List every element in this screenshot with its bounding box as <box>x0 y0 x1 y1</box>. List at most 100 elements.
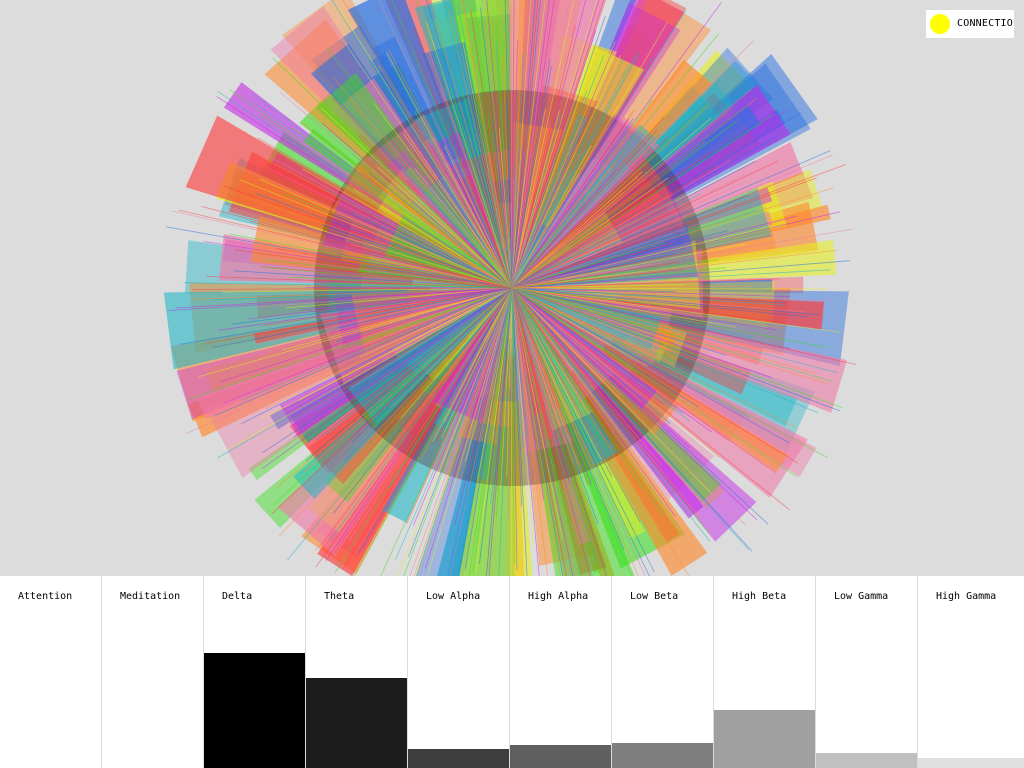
burst-spoke <box>511 29 597 289</box>
burst-spoke <box>511 287 542 503</box>
burst-spoke <box>511 287 720 458</box>
burst-spoke <box>511 287 843 408</box>
burst-spoke <box>511 176 639 289</box>
burst-spoke <box>511 145 592 289</box>
burst-spoke <box>511 56 625 289</box>
burst-spoke <box>364 287 513 451</box>
burst-spoke <box>360 287 513 476</box>
burst-wedge <box>316 72 429 192</box>
burst-spoke <box>259 266 513 289</box>
burst-spoke <box>357 287 513 555</box>
burst-spoke <box>511 287 842 333</box>
burst-spoke <box>351 287 513 443</box>
burst-spoke <box>511 160 778 289</box>
burst-spoke <box>247 287 513 320</box>
burst-spoke <box>233 270 513 289</box>
burst-spoke <box>263 287 513 419</box>
burst-spoke <box>511 287 797 429</box>
burst-spoke <box>511 285 751 289</box>
burst-spoke <box>230 135 513 289</box>
burst-spoke <box>511 134 589 289</box>
burst-spoke <box>357 135 513 289</box>
burst-spoke <box>511 56 654 289</box>
burst-spoke <box>511 2 722 289</box>
burst-spoke <box>511 0 546 289</box>
burst-spoke <box>511 287 671 424</box>
burst-spoke <box>440 287 513 576</box>
burst-spoke <box>511 287 736 328</box>
burst-spoke <box>341 37 513 289</box>
burst-spoke <box>511 287 790 297</box>
band-label-meditation: Meditation <box>120 591 181 602</box>
burst-spoke <box>351 243 513 289</box>
burst-spoke <box>480 7 513 289</box>
burst-spoke <box>511 114 773 289</box>
burst-spoke <box>511 249 839 289</box>
burst-spoke <box>511 137 668 289</box>
burst-spoke <box>511 111 802 289</box>
burst-spoke <box>511 287 776 331</box>
burst-spoke <box>511 287 645 429</box>
band-bar-low-alpha <box>408 749 509 768</box>
burst-spoke <box>511 287 753 338</box>
burst-spoke <box>511 287 665 406</box>
burst-spoke <box>511 182 744 289</box>
burst-spoke <box>198 287 513 378</box>
burst-spoke <box>353 287 513 576</box>
burst-spoke <box>403 287 513 576</box>
burst-wedge <box>571 85 732 236</box>
burst-spoke <box>511 287 650 576</box>
band-bar-high-gamma <box>918 758 1024 768</box>
burst-spoke <box>495 287 513 518</box>
burst-spoke <box>380 287 513 576</box>
burst-spoke <box>511 287 602 460</box>
burst-spoke <box>256 287 513 344</box>
burst-spoke <box>511 287 727 356</box>
burst-spoke <box>511 109 731 289</box>
burst-spoke <box>511 287 701 519</box>
burst-spoke <box>369 215 513 289</box>
burst-spoke <box>511 287 769 525</box>
burst-spoke <box>511 269 831 289</box>
burst-spoke <box>241 287 513 425</box>
burst-spoke <box>403 133 513 289</box>
burst-spoke <box>511 287 590 527</box>
burst-spoke <box>511 242 665 289</box>
band-label-high-gamma: High Gamma <box>936 591 997 602</box>
burst-spoke <box>228 287 513 450</box>
burst-spoke <box>457 4 513 289</box>
burst-spoke <box>320 107 513 289</box>
burst-spoke <box>413 287 513 576</box>
burst-spoke <box>511 287 567 526</box>
burst-spoke <box>511 287 688 393</box>
burst-spoke <box>511 177 669 289</box>
burst-spoke <box>511 287 564 576</box>
burst-wedge <box>517 211 773 287</box>
burst-wedge <box>608 47 774 203</box>
burst-spoke <box>511 55 621 289</box>
burst-spoke <box>364 287 513 401</box>
burst-spoke <box>267 257 513 289</box>
burst-spoke <box>378 287 513 375</box>
burst-spoke <box>353 188 513 289</box>
burst-spoke <box>511 287 817 374</box>
burst-spoke <box>336 207 513 289</box>
burst-spoke <box>259 178 513 289</box>
burst-spoke <box>511 118 634 289</box>
burst-spoke <box>511 0 552 289</box>
burst-spoke <box>231 287 513 325</box>
burst-spoke <box>413 27 513 289</box>
burst-spoke <box>420 287 513 460</box>
band-column-attention: Attention <box>0 576 102 768</box>
burst-spoke <box>414 111 513 289</box>
burst-spoke <box>511 287 711 542</box>
burst-spoke <box>473 287 513 457</box>
burst-spoke <box>294 287 513 362</box>
burst-spoke <box>511 287 828 348</box>
band-column-low-alpha: Low Alpha <box>408 576 510 768</box>
burst-wedge <box>449 0 511 154</box>
burst-spoke <box>272 57 513 289</box>
burst-spoke <box>511 49 614 289</box>
burst-spoke <box>511 287 692 374</box>
burst-spoke <box>348 287 513 541</box>
